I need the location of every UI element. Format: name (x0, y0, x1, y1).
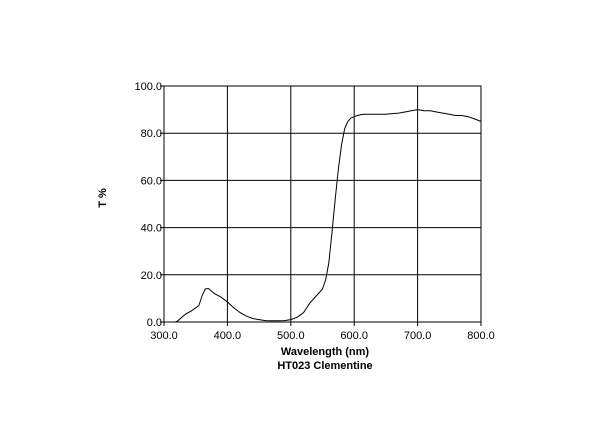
x-axis-ticks: 300.0 400.0 500.0 600.0 700.0 800.0 (150, 322, 495, 342)
y-axis-label: T % (97, 188, 109, 208)
x-tick-label: 400.0 (214, 330, 242, 342)
x-tick-label: 800.0 (467, 330, 495, 342)
chart-caption: HT023 Clementine (277, 360, 372, 372)
y-tick-label: 40.0 (141, 223, 162, 235)
x-tick-label: 600.0 (340, 330, 368, 342)
plot-frame (163, 85, 482, 323)
y-tick-label: 80.0 (141, 128, 162, 140)
y-tick-label: 20.0 (141, 270, 162, 282)
x-axis-label: Wavelength (nm) (281, 346, 370, 358)
y-tick-label: 60.0 (141, 175, 162, 187)
grid-lines (163, 85, 482, 323)
x-tick-label: 500.0 (277, 330, 305, 342)
x-tick-label: 700.0 (404, 330, 432, 342)
y-axis-ticks: 0.0 20.0 40.0 60.0 80.0 100.0 (134, 81, 164, 329)
y-tick-label: 0.0 (147, 317, 162, 329)
x-tick-label: 300.0 (150, 330, 178, 342)
y-tick-label: 100.0 (134, 81, 162, 93)
series-line (175, 109, 482, 323)
